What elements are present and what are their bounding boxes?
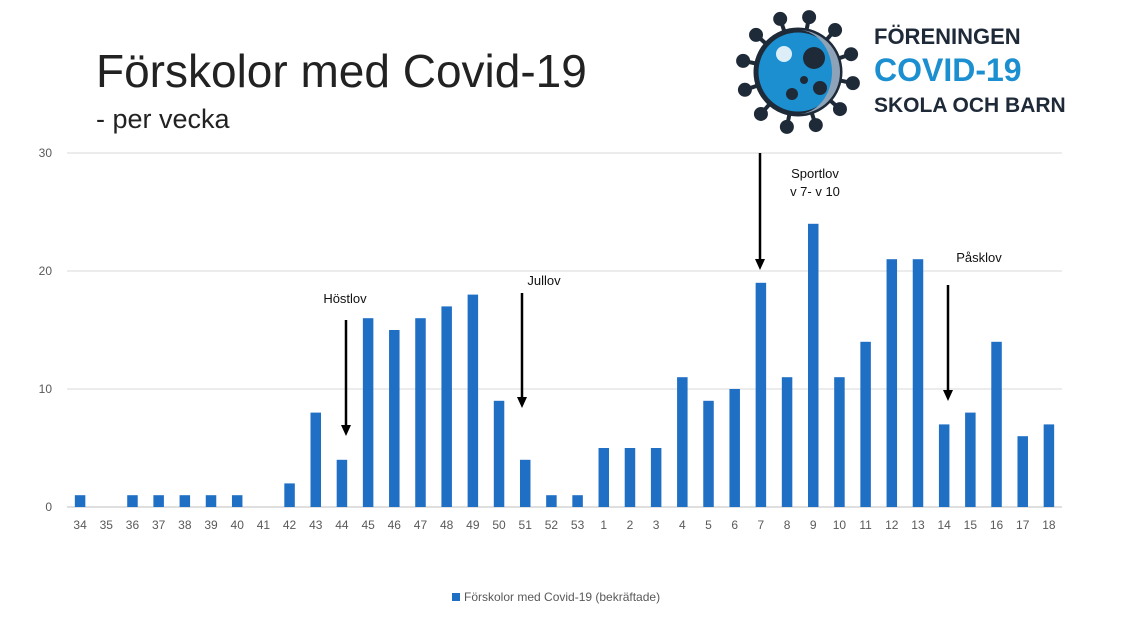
bar <box>703 400 714 507</box>
bar <box>598 448 610 507</box>
bar <box>991 341 1002 507</box>
x-tick-label: 39 <box>204 518 218 532</box>
x-tick-label: 52 <box>545 518 559 532</box>
bar <box>912 259 924 507</box>
x-tick-label: 46 <box>388 518 402 532</box>
x-tick-label: 38 <box>178 518 192 532</box>
x-tick-label: 44 <box>335 518 349 532</box>
y-tick-label: 30 <box>39 146 53 160</box>
bar <box>572 495 583 507</box>
x-tick-label: 9 <box>810 518 817 532</box>
bar <box>336 459 348 507</box>
x-tick-label: 13 <box>911 518 925 532</box>
x-tick-label: 47 <box>414 518 428 532</box>
x-tick-label: 49 <box>466 518 480 532</box>
x-tick-label: 1 <box>600 518 607 532</box>
bar <box>781 377 793 507</box>
bar <box>284 483 295 507</box>
bar <box>755 282 767 507</box>
bar <box>834 377 845 507</box>
x-tick-label: 2 <box>627 518 634 532</box>
logo-line3: SKOLA OCH BARN <box>874 94 1066 117</box>
bar <box>441 306 452 507</box>
annotation-arrow-head <box>517 397 527 408</box>
x-tick-label: 37 <box>152 518 166 532</box>
bar <box>231 495 243 507</box>
bar <box>1017 436 1028 507</box>
x-tick-label: 8 <box>784 518 791 532</box>
bar <box>1043 424 1055 507</box>
x-tick-label: 6 <box>731 518 738 532</box>
bar <box>938 424 950 507</box>
coronavirus-icon <box>736 10 860 134</box>
annotation-label: v 7- v 10 <box>790 184 840 199</box>
bar <box>677 377 688 507</box>
x-tick-label: 53 <box>571 518 585 532</box>
bar <box>860 341 871 507</box>
x-tick-label: 3 <box>653 518 660 532</box>
x-tick-label: 16 <box>990 518 1004 532</box>
bar <box>808 223 819 508</box>
chart-subtitle: - per vecka <box>96 104 230 134</box>
x-tick-label: 50 <box>492 518 506 532</box>
x-tick-label: 10 <box>833 518 847 532</box>
annotation-label: Jullov <box>527 273 561 288</box>
bar <box>179 495 191 507</box>
annotation-arrow-head <box>943 390 953 401</box>
annotation-label: Höstlov <box>323 291 367 306</box>
x-tick-label: 34 <box>73 518 87 532</box>
annotation-arrow-head <box>755 259 765 270</box>
chart-title: Förskolor med Covid-19 <box>96 45 587 97</box>
bar <box>965 412 976 507</box>
bar <box>493 400 505 507</box>
x-tick-label: 4 <box>679 518 686 532</box>
bar <box>886 259 898 507</box>
bar <box>624 448 636 507</box>
x-tick-label: 12 <box>885 518 899 532</box>
x-tick-label: 48 <box>440 518 454 532</box>
bar <box>650 448 662 507</box>
bar <box>519 459 531 507</box>
y-tick-label: 20 <box>39 264 53 278</box>
bar <box>415 318 426 507</box>
logo-line2: COVID-19 <box>874 52 1022 88</box>
annotation-label: Påsklov <box>956 250 1002 265</box>
y-tick-label: 10 <box>39 382 53 396</box>
bar <box>127 495 138 507</box>
x-tick-label: 40 <box>231 518 245 532</box>
bar <box>467 294 479 507</box>
legend-swatch <box>452 593 460 601</box>
annotation-arrow-head <box>341 425 351 436</box>
logo: FÖRENINGEN COVID-19 SKOLA OCH BARN <box>736 8 1086 136</box>
legend: Förskolor med Covid-19 (bekräftade) <box>452 590 660 604</box>
bar <box>205 495 217 507</box>
bar <box>153 495 164 507</box>
x-tick-label: 36 <box>126 518 140 532</box>
x-tick-label: 43 <box>309 518 323 532</box>
x-tick-label: 11 <box>859 518 872 532</box>
x-tick-label: 15 <box>964 518 978 532</box>
annotation-label: Sportlov <box>791 166 839 181</box>
x-tick-label: 14 <box>937 518 951 532</box>
x-tick-label: 5 <box>705 518 712 532</box>
x-tick-label: 41 <box>257 518 271 532</box>
x-tick-label: 17 <box>1016 518 1030 532</box>
bar <box>546 495 557 507</box>
legend-label: Förskolor med Covid-19 (bekräftade) <box>464 590 661 604</box>
y-tick-label: 0 <box>45 500 52 514</box>
bar <box>729 389 740 507</box>
logo-line1: FÖRENINGEN <box>874 24 1021 49</box>
x-tick-label: 45 <box>361 518 375 532</box>
bar <box>389 330 400 507</box>
x-tick-label: 18 <box>1042 518 1056 532</box>
bar <box>362 318 374 507</box>
x-tick-label: 42 <box>283 518 297 532</box>
x-tick-label: 35 <box>100 518 114 532</box>
x-tick-label: 51 <box>519 518 533 532</box>
x-tick-label: 7 <box>758 518 765 532</box>
bar <box>74 495 86 507</box>
bar <box>310 412 321 507</box>
